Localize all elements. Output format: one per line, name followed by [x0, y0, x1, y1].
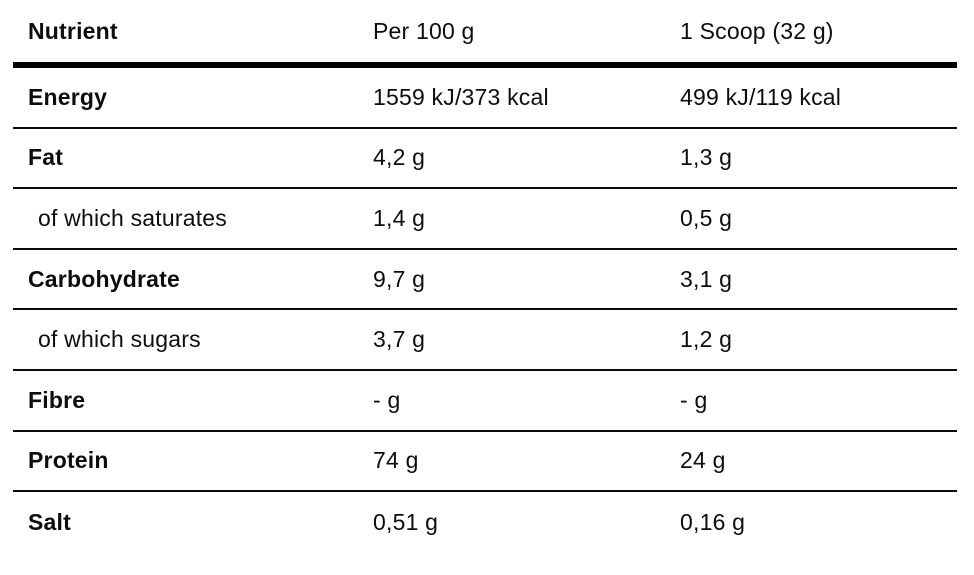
value-per-100g: 4,2 g [373, 144, 426, 171]
value-per-scoop: 1,3 g [680, 144, 733, 171]
value-per-100g: 74 g [373, 447, 419, 474]
value-per-100g: 1,4 g [373, 204, 426, 231]
nutrient-name: Protein [28, 447, 109, 474]
table-row-fibre: Fibre - g - g [13, 371, 957, 432]
table-row-saturates: of which saturates 1,4 g 0,5 g [13, 189, 957, 250]
value-per-scoop: - g [680, 386, 708, 413]
table-row-salt: Salt 0,51 g 0,16 g [13, 492, 957, 553]
nutrient-name: of which saturates [38, 204, 227, 231]
nutrient-name: Salt [28, 508, 71, 535]
value-per-scoop: 0,5 g [680, 204, 733, 231]
column-header-per-100g: Per 100 g [373, 17, 475, 44]
nutrient-name: Fat [28, 144, 64, 171]
table-row-energy: Energy 1559 kJ/373 kcal 499 kJ/119 kcal [13, 68, 957, 129]
value-per-100g: 3,7 g [373, 326, 426, 353]
value-per-scoop: 499 kJ/119 kcal [680, 83, 842, 110]
table-header-row: Nutrient Per 100 g 1 Scoop (32 g) [13, 0, 957, 68]
nutrient-name: Carbohydrate [28, 265, 180, 292]
value-per-100g: - g [373, 386, 401, 413]
value-per-100g: 0,51 g [373, 508, 439, 535]
value-per-100g: 1559 kJ/373 kcal [373, 83, 549, 110]
nutrient-name: Energy [28, 83, 108, 110]
value-per-scoop: 1,2 g [680, 326, 733, 353]
column-header-per-scoop: 1 Scoop (32 g) [680, 17, 834, 44]
nutrient-name: of which sugars [38, 326, 201, 353]
table-row-fat: Fat 4,2 g 1,3 g [13, 129, 957, 190]
nutrition-table: Nutrient Per 100 g 1 Scoop (32 g) Energy… [13, 0, 957, 553]
table-row-sugars: of which sugars 3,7 g 1,2 g [13, 310, 957, 371]
value-per-scoop: 24 g [680, 447, 726, 474]
value-per-scoop: 3,1 g [680, 265, 733, 292]
value-per-scoop: 0,16 g [680, 508, 746, 535]
table-row-carbohydrate: Carbohydrate 9,7 g 3,1 g [13, 250, 957, 311]
column-header-nutrient: Nutrient [28, 17, 118, 44]
value-per-100g: 9,7 g [373, 265, 426, 292]
nutrient-name: Fibre [28, 386, 86, 413]
table-row-protein: Protein 74 g 24 g [13, 432, 957, 493]
